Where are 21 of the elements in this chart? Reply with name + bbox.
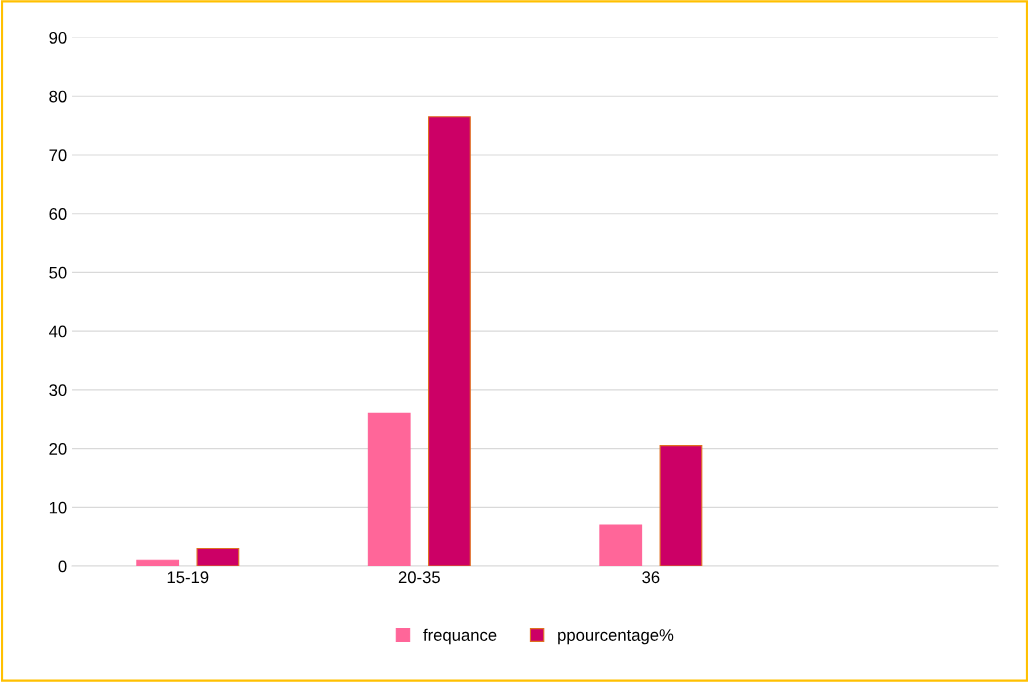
bar — [428, 116, 471, 567]
x-tick-label: 36 — [642, 571, 660, 584]
y-tick-label: 40 — [49, 325, 67, 338]
y-tick-label: 60 — [49, 208, 67, 220]
legend-label: ppourcentage% — [558, 629, 674, 645]
y-tick-label: 90 — [49, 31, 67, 44]
bar — [599, 524, 643, 567]
y-tick-label: 10 — [49, 501, 67, 514]
bar — [196, 547, 240, 567]
x-tick-label: 15-19 — [167, 571, 209, 584]
bar — [136, 559, 180, 567]
y-tick-label: 80 — [49, 90, 67, 103]
y-tick-label: 20 — [49, 443, 67, 455]
y-tick-label: 30 — [49, 384, 67, 397]
bar — [367, 412, 411, 567]
y-tick-label: 0 — [58, 560, 67, 573]
x-tick-label: 20-35 — [398, 571, 440, 584]
legend-label: frequance — [423, 628, 497, 645]
y-tick-label: 70 — [49, 149, 67, 162]
y-tick-label: 50 — [49, 266, 67, 279]
bar — [659, 445, 703, 567]
